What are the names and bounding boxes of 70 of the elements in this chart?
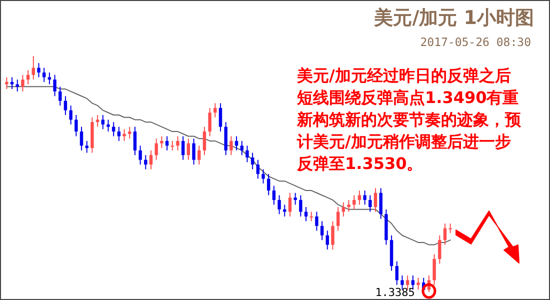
candlestick bbox=[149, 150, 153, 170]
candlestick bbox=[326, 230, 329, 250]
candlestick bbox=[358, 190, 362, 206]
candlestick bbox=[74, 114, 78, 137]
candlestick bbox=[262, 168, 265, 184]
candlestick bbox=[32, 56, 35, 80]
candlestick bbox=[331, 220, 334, 250]
chart-title: 美元/加元 1小时图 bbox=[374, 6, 534, 31]
candlestick bbox=[133, 126, 137, 156]
candlestick bbox=[294, 192, 297, 206]
candlestick bbox=[198, 145, 201, 166]
candlestick bbox=[416, 277, 420, 290]
candlestick bbox=[21, 74, 24, 92]
candlestick bbox=[37, 62, 40, 78]
candlestick bbox=[448, 223, 452, 234]
candlestick bbox=[320, 220, 324, 241]
candlestick bbox=[315, 211, 318, 232]
candlestick bbox=[246, 145, 249, 163]
candlestick bbox=[170, 140, 174, 151]
candlestick bbox=[5, 76, 8, 90]
candlestick bbox=[138, 145, 142, 166]
candlestick bbox=[48, 72, 52, 85]
candlestick bbox=[224, 122, 228, 156]
candlestick bbox=[379, 188, 382, 220]
candlestick bbox=[80, 126, 84, 151]
candlestick bbox=[395, 260, 398, 286]
candlestick bbox=[58, 86, 62, 106]
candlestick bbox=[347, 199, 350, 212]
candlestick bbox=[96, 114, 100, 128]
annotation: 美元/加元经过昨日的反弹之后短线围绕反弹高点1.3490有重新构筑新的次要节奏的迹象，预计美元/加元稍作调整后进一步反弹至1.3530。 bbox=[297, 65, 522, 175]
candlestick bbox=[443, 223, 447, 246]
candlestick bbox=[53, 74, 56, 97]
candlestick bbox=[85, 140, 88, 154]
candlestick bbox=[176, 136, 180, 151]
candlestick bbox=[374, 188, 378, 212]
candlestick bbox=[272, 185, 276, 206]
candlestick bbox=[256, 159, 260, 180]
candlestick bbox=[250, 152, 254, 170]
candlestick bbox=[310, 211, 313, 222]
candlestick bbox=[186, 138, 190, 160]
candlestick bbox=[10, 76, 14, 90]
candlestick bbox=[144, 154, 148, 170]
candlestick bbox=[208, 107, 212, 137]
candlestick bbox=[101, 114, 104, 130]
candlestick bbox=[299, 194, 302, 217]
candlestick bbox=[368, 194, 372, 212]
candlestick bbox=[266, 174, 270, 196]
annotation: 1.3385 bbox=[375, 286, 415, 299]
candlestick bbox=[202, 126, 206, 156]
candlestick bbox=[64, 96, 68, 116]
candlestick bbox=[283, 204, 286, 217]
candlestick bbox=[363, 190, 366, 206]
candlestick bbox=[230, 136, 233, 156]
candlestick bbox=[69, 105, 72, 125]
candlestick bbox=[106, 119, 110, 132]
candlestick bbox=[128, 126, 132, 140]
candlestick bbox=[154, 138, 158, 160]
chart-subtitle: 2017-05-26 08:30 bbox=[420, 35, 531, 49]
candlestick bbox=[218, 102, 222, 132]
candlestick bbox=[342, 202, 346, 217]
candlestick bbox=[122, 128, 126, 142]
candlestick bbox=[192, 138, 196, 166]
candlestick bbox=[240, 140, 244, 156]
candlestick bbox=[336, 206, 340, 232]
candlestick bbox=[288, 192, 292, 217]
candlestick bbox=[438, 234, 442, 264]
candlestick bbox=[160, 136, 164, 149]
candlestick bbox=[432, 254, 436, 286]
candlestick bbox=[181, 136, 185, 160]
candlestick bbox=[278, 194, 281, 215]
